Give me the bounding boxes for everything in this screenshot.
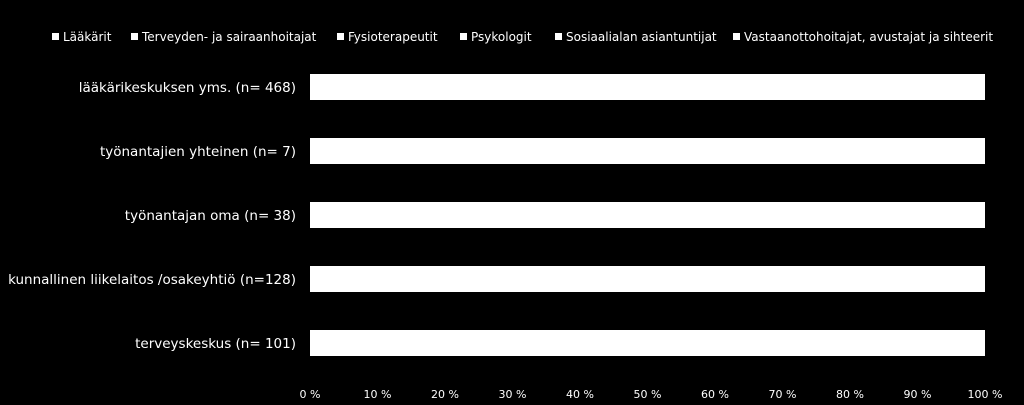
legend-swatch-3 (460, 33, 467, 40)
bar-segment-2-0 (310, 202, 985, 228)
category-label-4: terveyskeskus (n= 101) (135, 336, 296, 352)
x-axis-ticks: 0 % 10 % 20 % 30 % 40 % 50 % 60 % 70 % 80 % 90 % 1… (300, 388, 1003, 401)
x-tick-label-0: 0 % (300, 388, 321, 401)
category-label-3: kunnallinen liikelaitos /osakeyhtiö (n=1… (8, 272, 296, 288)
x-tick-label-9: 90 % (904, 388, 932, 401)
x-tick-label-7: 70 % (769, 388, 797, 401)
legend-label-2: Fysioterapeutit (348, 30, 438, 44)
legend: Lääkärit Terveyden- ja sairaanhoitajat Fys… (52, 30, 993, 44)
bar-segment-4-0 (310, 330, 985, 356)
category-labels: lääkärikeskuksen yms. (n= 468) työnantaji… (8, 80, 296, 352)
x-tick-label-2: 20 % (431, 388, 459, 401)
category-label-1: työnantajien yhteinen (n= 7) (100, 144, 296, 160)
legend-swatch-4 (555, 33, 562, 40)
legend-swatch-0 (52, 33, 59, 40)
bars (310, 74, 985, 356)
legend-label-5: Vastaanottohoitajat, avustajat ja sihtee… (744, 30, 993, 44)
x-tick-label-6: 60 % (701, 388, 729, 401)
bar-segment-3-0 (310, 266, 985, 292)
x-tick-label-8: 80 % (836, 388, 864, 401)
legend-label-0: Lääkärit (63, 30, 112, 44)
x-tick-label-1: 10 % (364, 388, 392, 401)
legend-label-1: Terveyden- ja sairaanhoitajat (141, 30, 317, 44)
category-label-2: työnantajan oma (n= 38) (125, 208, 296, 224)
legend-label-4: Sosiaalialan asiantuntijat (566, 30, 717, 44)
legend-label-3: Psykologit (471, 30, 532, 44)
legend-swatch-1 (131, 33, 138, 40)
x-tick-label-10: 100 % (968, 388, 1003, 401)
legend-swatch-2 (337, 33, 344, 40)
x-tick-label-4: 40 % (566, 388, 594, 401)
x-tick-label-3: 30 % (499, 388, 527, 401)
legend-swatch-5 (733, 33, 740, 40)
category-label-0: lääkärikeskuksen yms. (n= 468) (79, 80, 296, 96)
bar-segment-0-0 (310, 74, 985, 100)
x-tick-label-5: 50 % (634, 388, 662, 401)
bar-segment-1-0 (310, 138, 985, 164)
